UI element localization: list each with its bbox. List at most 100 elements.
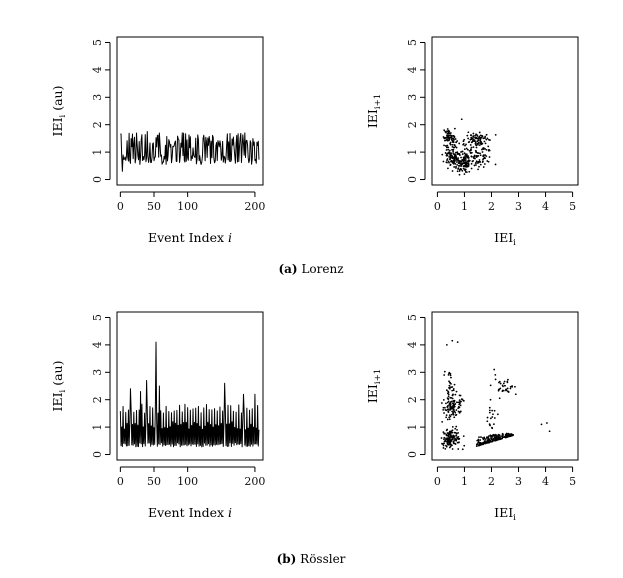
plot-frame (116, 311, 264, 461)
plot-area (440, 339, 551, 451)
scatter-point (457, 407, 460, 410)
scatter-point (511, 385, 513, 388)
scatter-point (451, 143, 454, 146)
scatter-point (470, 151, 473, 154)
scatter-point (453, 405, 455, 408)
scatter-point (479, 154, 482, 157)
scatter-point (485, 138, 488, 141)
scatter-point (455, 141, 458, 144)
scatter-point (469, 134, 472, 137)
scatter-point (465, 147, 468, 150)
scatter-point (442, 447, 445, 449)
y-tick-label: 4 (91, 341, 104, 348)
scatter-point (452, 408, 455, 411)
scatter-point (474, 134, 477, 137)
scatter-point (483, 140, 486, 143)
scatter-point (548, 430, 551, 433)
scatter-point (448, 155, 451, 158)
scatter-point (472, 132, 475, 135)
scatter-point (460, 398, 463, 401)
scatter-point (443, 442, 445, 445)
scatter-point (470, 136, 473, 139)
scatter-point (447, 433, 450, 435)
scatter-point (509, 433, 511, 436)
scatter-point (455, 146, 458, 149)
scatter-point (457, 157, 460, 159)
scatter-point (466, 134, 469, 137)
scatter-point (447, 148, 450, 151)
scatter-point (495, 434, 498, 436)
scatter-point (445, 343, 448, 346)
scatter-point (454, 154, 457, 157)
scatter-point (443, 374, 446, 376)
scatter-point (505, 432, 508, 435)
scatter-point (450, 138, 453, 141)
scatter-point (444, 438, 447, 441)
y-axis-label: IEIi+1 (365, 369, 383, 403)
scatter-point (489, 424, 491, 427)
y-tick-label: 2 (406, 121, 419, 128)
scatter-point (514, 393, 517, 396)
scatter-point (449, 372, 452, 375)
caption-b: (b) Rössler (277, 552, 346, 566)
scatter-point (477, 161, 480, 164)
scatter-point (457, 401, 460, 404)
x-tick-label: 4 (542, 200, 549, 213)
x-axis-label: IEIi (494, 230, 516, 248)
scatter-point (491, 409, 494, 412)
scatter-point (446, 134, 449, 137)
scatter-point (478, 131, 481, 134)
scatter-point (453, 439, 456, 441)
scatter-point (454, 138, 457, 140)
scatter-point (463, 444, 466, 447)
y-tick-label: 1 (91, 424, 104, 431)
scatter-point (452, 393, 454, 396)
scatter-point (453, 383, 456, 386)
scatter-point (450, 407, 453, 410)
plot-area (441, 118, 497, 176)
scatter-point (455, 439, 458, 442)
x-axis-label: IEIi (494, 505, 516, 523)
scatter-point (507, 378, 509, 381)
scatter-point (460, 160, 463, 163)
scatter-point (460, 165, 463, 167)
scatter-point (446, 405, 449, 408)
scatter-point (444, 152, 447, 154)
scatter-point (470, 141, 473, 144)
scatter-point (484, 137, 487, 139)
y-axis-label: IEIi (au) (50, 361, 68, 412)
scatter-point (458, 403, 461, 406)
x-tick-label: 0 (117, 475, 124, 488)
scatter-point (485, 155, 488, 157)
x-tick-label: 0 (434, 475, 441, 488)
plot-frame (431, 311, 579, 461)
scatter-point (448, 380, 450, 383)
scatter-point (482, 155, 485, 158)
scatter-point (451, 426, 454, 428)
scatter-point (448, 446, 451, 449)
scatter-point (449, 415, 452, 418)
scatter-point (501, 390, 504, 393)
scatter-point (479, 439, 482, 441)
scatter-point (486, 416, 489, 419)
scatter-point (481, 135, 484, 138)
scatter-point (455, 401, 458, 404)
scatter-point (448, 152, 451, 155)
scatter-point (454, 393, 457, 396)
scatter-point (475, 156, 478, 159)
scatter-point (456, 428, 458, 431)
scatter-point (488, 441, 491, 444)
scatter-point (444, 145, 447, 147)
scatter-point (449, 374, 452, 377)
scatter-point (455, 434, 458, 437)
scatter-point (502, 382, 505, 385)
scatter-point (507, 390, 510, 393)
scatter-point (484, 142, 487, 145)
scatter-point (504, 384, 506, 387)
y-tick-label: 1 (91, 149, 104, 156)
y-tick-label: 2 (91, 121, 104, 128)
scatter-point (443, 406, 446, 409)
scatter-point (454, 145, 457, 148)
scatter-point (446, 428, 449, 431)
scatter-point (502, 385, 504, 388)
